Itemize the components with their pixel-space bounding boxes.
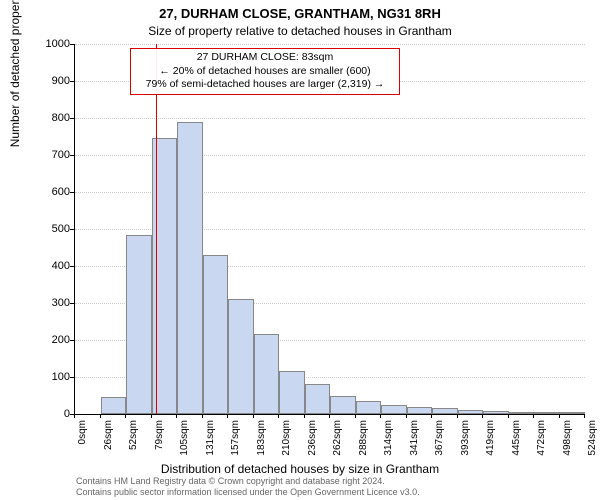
x-tick-label: 236sqm <box>307 420 318 470</box>
x-tick-label: 131sqm <box>205 420 216 470</box>
chart-subtitle: Size of property relative to detached ho… <box>0 24 600 38</box>
histogram-bar <box>560 412 586 414</box>
x-tick-label: 472sqm <box>536 420 547 470</box>
x-tick-label: 341sqm <box>409 420 420 470</box>
x-tick-label: 0sqm <box>77 420 88 470</box>
x-tick-mark <box>125 414 126 418</box>
y-tick-mark <box>70 377 74 378</box>
y-tick-label: 700 <box>30 149 70 161</box>
x-tick-mark <box>508 414 509 418</box>
x-tick-label: 183sqm <box>256 420 267 470</box>
x-tick-label: 157sqm <box>230 420 241 470</box>
x-tick-label: 367sqm <box>434 420 445 470</box>
x-tick-label: 524sqm <box>587 420 598 470</box>
x-tick-label: 314sqm <box>383 420 394 470</box>
x-tick-label: 105sqm <box>179 420 190 470</box>
annotation-line: ← 20% of detached houses are smaller (60… <box>137 65 393 79</box>
histogram-bar <box>534 412 560 414</box>
chart-title: 27, DURHAM CLOSE, GRANTHAM, NG31 8RH <box>0 6 600 21</box>
histogram-bar <box>381 405 407 414</box>
x-axis-label: Distribution of detached houses by size … <box>0 462 600 476</box>
footer-line2: Contains public sector information licen… <box>76 487 420 498</box>
y-tick-label: 800 <box>30 112 70 124</box>
annotation-line: 79% of semi-detached houses are larger (… <box>137 78 393 92</box>
gridline <box>75 118 585 119</box>
x-tick-mark <box>559 414 560 418</box>
y-tick-mark <box>70 155 74 156</box>
y-tick-label: 400 <box>30 260 70 272</box>
x-tick-mark <box>584 414 585 418</box>
y-tick-mark <box>70 340 74 341</box>
y-tick-label: 0 <box>30 408 70 420</box>
gridline <box>75 44 585 45</box>
x-tick-label: 26sqm <box>103 420 114 470</box>
y-tick-label: 600 <box>30 186 70 198</box>
x-tick-mark <box>304 414 305 418</box>
x-tick-mark <box>482 414 483 418</box>
y-tick-label: 1000 <box>30 38 70 50</box>
histogram-bar <box>356 401 382 414</box>
y-tick-mark <box>70 303 74 304</box>
x-tick-mark <box>176 414 177 418</box>
x-tick-mark <box>227 414 228 418</box>
x-tick-label: 498sqm <box>562 420 573 470</box>
y-tick-mark <box>70 44 74 45</box>
y-tick-label: 200 <box>30 334 70 346</box>
footer-line1: Contains HM Land Registry data © Crown c… <box>76 476 420 487</box>
x-tick-label: 393sqm <box>460 420 471 470</box>
x-tick-mark <box>329 414 330 418</box>
x-tick-mark <box>151 414 152 418</box>
x-tick-mark <box>380 414 381 418</box>
x-tick-label: 419sqm <box>485 420 496 470</box>
histogram-bar <box>203 255 229 414</box>
x-tick-mark <box>406 414 407 418</box>
y-tick-mark <box>70 192 74 193</box>
x-tick-label: 79sqm <box>154 420 165 470</box>
x-tick-label: 262sqm <box>332 420 343 470</box>
y-tick-mark <box>70 266 74 267</box>
x-tick-mark <box>431 414 432 418</box>
y-tick-label: 100 <box>30 371 70 383</box>
x-tick-label: 445sqm <box>511 420 522 470</box>
histogram-bar <box>254 334 280 414</box>
y-tick-mark <box>70 229 74 230</box>
x-tick-mark <box>457 414 458 418</box>
y-tick-mark <box>70 81 74 82</box>
x-tick-mark <box>74 414 75 418</box>
x-tick-mark <box>100 414 101 418</box>
histogram-bar <box>101 397 127 414</box>
histogram-bar <box>330 396 356 415</box>
histogram-bar <box>458 410 484 414</box>
histogram-bar <box>305 384 331 414</box>
annotation-line: 27 DURHAM CLOSE: 83sqm <box>137 51 393 65</box>
histogram-bar <box>228 299 254 414</box>
histogram-bar <box>279 371 305 414</box>
plot-area <box>74 44 585 415</box>
y-tick-mark <box>70 118 74 119</box>
histogram-bar <box>432 408 458 414</box>
histogram-bar <box>509 412 535 414</box>
x-tick-label: 288sqm <box>358 420 369 470</box>
attribution-footer: Contains HM Land Registry data © Crown c… <box>76 476 420 498</box>
x-tick-mark <box>253 414 254 418</box>
chart-container: 27, DURHAM CLOSE, GRANTHAM, NG31 8RH Siz… <box>0 0 600 500</box>
x-tick-label: 52sqm <box>128 420 139 470</box>
histogram-bar <box>407 407 433 414</box>
y-tick-label: 300 <box>30 297 70 309</box>
marker-line <box>156 44 157 414</box>
y-tick-label: 900 <box>30 75 70 87</box>
x-tick-mark <box>278 414 279 418</box>
y-axis-label: Number of detached properties <box>8 0 22 147</box>
x-tick-mark <box>533 414 534 418</box>
histogram-bar <box>177 122 203 414</box>
x-tick-label: 210sqm <box>281 420 292 470</box>
x-tick-mark <box>202 414 203 418</box>
y-tick-label: 500 <box>30 223 70 235</box>
histogram-bar <box>126 235 152 414</box>
x-tick-mark <box>355 414 356 418</box>
annotation-box: 27 DURHAM CLOSE: 83sqm← 20% of detached … <box>130 48 400 95</box>
histogram-bar <box>483 411 509 414</box>
